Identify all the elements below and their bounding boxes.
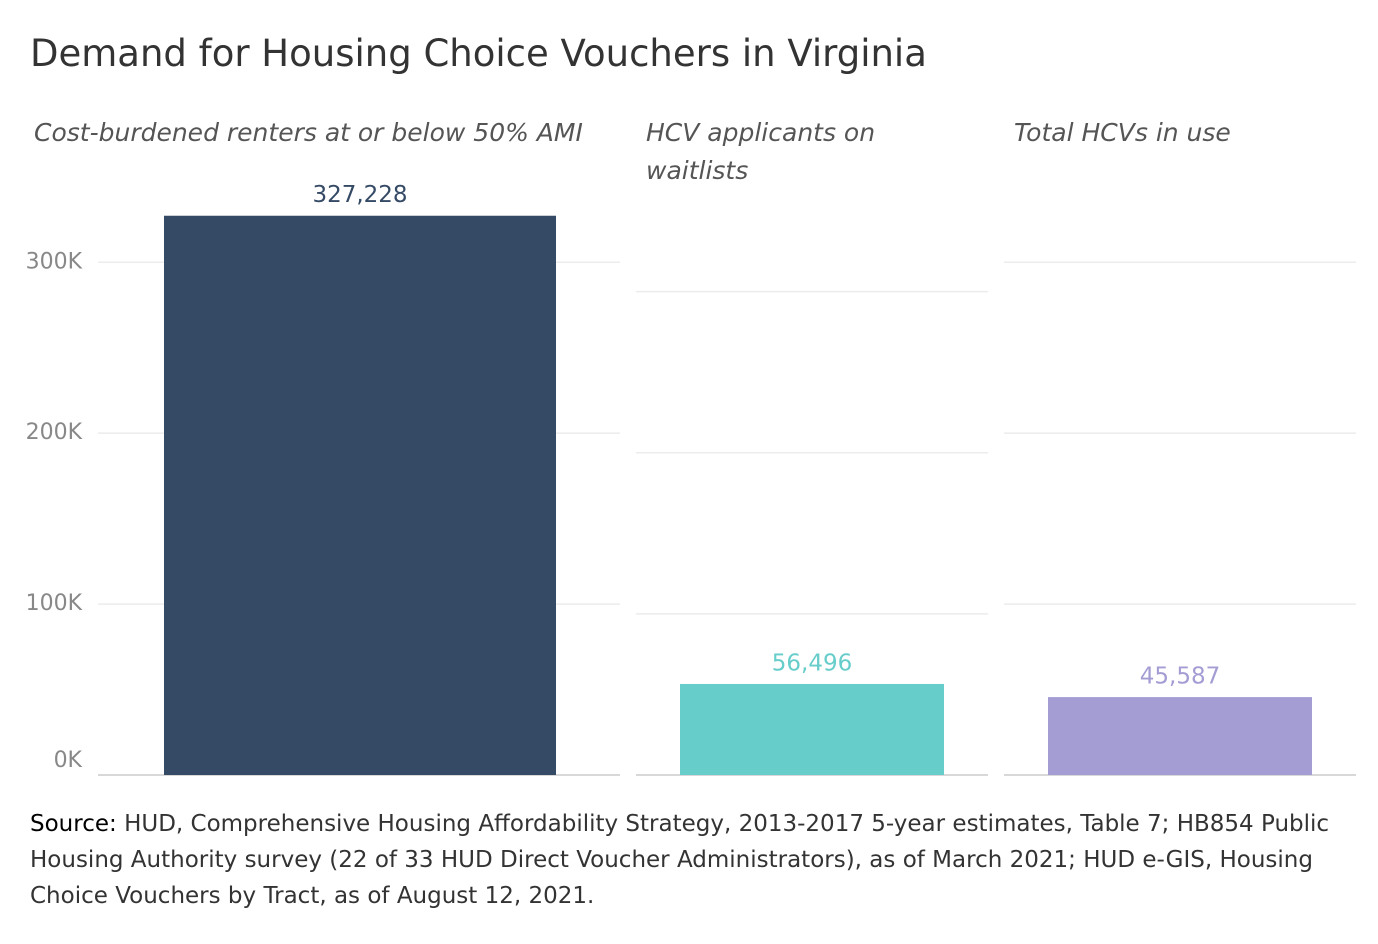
y-tick-label: 100K: [26, 591, 83, 616]
y-tick-label: 0K: [54, 748, 83, 773]
source-label: Source:: [30, 811, 117, 837]
bar: [1048, 697, 1312, 775]
bar: [164, 215, 556, 775]
panel-title: HCV applicants on waitlists: [646, 118, 876, 185]
value-label: 327,228: [312, 182, 407, 208]
source-text: HUD, Comprehensive Housing Affordability…: [30, 811, 1330, 909]
y-tick-label: 300K: [26, 249, 83, 274]
bar: [680, 683, 944, 775]
y-tick-label: 200K: [26, 420, 83, 445]
chart-title: Demand for Housing Choice Vouchers in Vi…: [30, 32, 927, 75]
value-label: 45,587: [1140, 664, 1220, 690]
value-label: 56,496: [772, 650, 852, 676]
source-note: Source: HUD, Comprehensive Housing Affor…: [30, 806, 1330, 914]
panel-title: Total HCVs in use: [1014, 118, 1231, 147]
panel-title: Cost-burdened renters at or below 50% AM…: [34, 118, 583, 147]
